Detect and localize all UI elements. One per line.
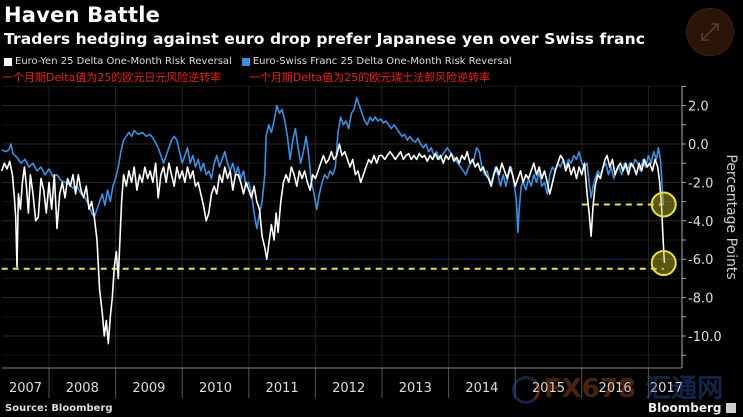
y-tick-label: 2.0	[688, 100, 709, 115]
x-tick-label: 2017	[650, 381, 683, 396]
y-tick-label: -2.0	[688, 176, 713, 191]
brand-label: Bloomberg	[648, 401, 722, 415]
legend-label-euro-yen: Euro-Yen 25 Delta One-Month Risk Reversa…	[15, 56, 232, 67]
chinese-annotations: 一个月期Delta值为25的欧元日元风险逆转率 一个月期Delta值为25的欧元…	[2, 69, 514, 85]
y-tick-label: 0.0	[688, 138, 709, 153]
x-tick-label: 2016	[599, 381, 632, 396]
bloomberg-logo-icon	[725, 403, 736, 413]
x-tick-label: 2013	[399, 381, 432, 396]
expand-button[interactable]	[686, 8, 734, 56]
expand-icon	[701, 23, 719, 41]
x-tick-label: 2007	[9, 381, 42, 396]
chart-title: Haven Battle	[4, 3, 161, 27]
watermark-logo-icon	[512, 375, 540, 404]
chart-subtitle: Traders hedging against euro drop prefer…	[4, 30, 646, 48]
highlight-circle	[650, 250, 677, 277]
y-tick-label: -10.0	[688, 330, 722, 345]
x-tick-label: 2011	[266, 381, 299, 396]
x-tick-label: 2008	[66, 381, 99, 396]
watermark: FX678 汇通网	[512, 368, 723, 405]
x-tick-label: 2009	[132, 381, 165, 396]
series-line-euro-yen	[0, 143, 666, 345]
legend-swatch-euro-swiss	[241, 57, 250, 66]
legend-item-euro-yen: Euro-Yen 25 Delta One-Month Risk Reversa…	[4, 56, 232, 67]
x-tick-label: 2012	[332, 381, 365, 396]
x-tick-label: 2015	[532, 381, 565, 396]
y-tick-label: -4.0	[688, 215, 713, 230]
source-note: Source: Bloomberg	[5, 403, 113, 414]
legend-label-euro-swiss: Euro-Swiss Franc 25 Delta One-Month Risk…	[252, 56, 512, 67]
legend-item-euro-swiss: Euro-Swiss Franc 25 Delta One-Month Risk…	[241, 56, 512, 67]
y-tick-label: -6.0	[688, 253, 713, 268]
x-tick-label: 2014	[465, 381, 498, 396]
watermark-text: FX678	[544, 374, 637, 404]
legend: Euro-Yen 25 Delta One-Month Risk Reversa…	[4, 56, 512, 67]
y-tick-label: -8.0	[688, 292, 713, 307]
y-axis-title: Percentage Points	[723, 154, 739, 279]
watermark-cn: 汇通网	[645, 374, 724, 404]
bloomberg-brand: Bloomberg	[648, 401, 736, 415]
cn-annotation-euro-swiss: 一个月期Delta值为25的欧元瑞士法郎风险逆转率	[248, 71, 491, 84]
cn-annotation-euro-yen: 一个月期Delta值为25的欧元日元风险逆转率	[2, 71, 222, 84]
highlight-circle	[650, 191, 677, 218]
x-tick-label: 2010	[199, 381, 232, 396]
legend-swatch-euro-yen	[4, 57, 12, 66]
